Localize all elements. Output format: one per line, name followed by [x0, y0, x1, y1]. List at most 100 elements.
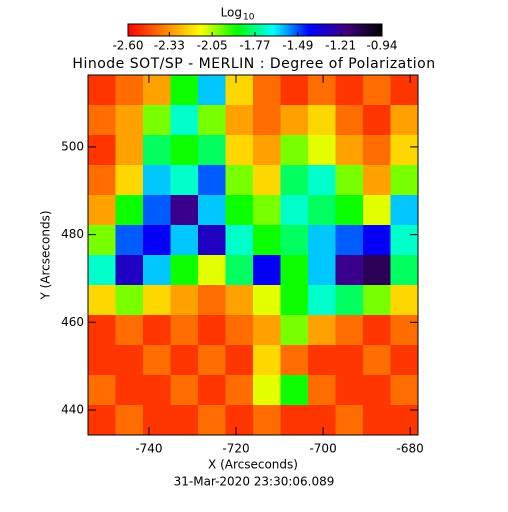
colorbar-segment — [196, 24, 199, 36]
colorbar-segment — [212, 24, 215, 36]
colorbar-segment — [336, 24, 339, 36]
heatmap-cell — [253, 135, 281, 166]
heatmap-cell — [115, 285, 144, 316]
colorbar-segment — [154, 24, 157, 36]
colorbar-segment — [268, 24, 271, 36]
heatmap-cell — [198, 225, 226, 256]
heatmap-cell — [390, 255, 419, 286]
x-tick-label: -740 — [135, 442, 162, 456]
colorbar-segment — [370, 24, 373, 36]
heatmap-cell — [335, 255, 364, 286]
heatmap-cell — [88, 345, 116, 376]
heatmap-cell — [390, 135, 419, 166]
heatmap-cell — [198, 195, 226, 226]
heatmap-cell — [115, 375, 144, 406]
colorbar-segment — [144, 24, 147, 36]
heatmap-cell — [170, 285, 199, 316]
colorbar-tick-label: -2.33 — [154, 39, 185, 53]
heatmap-cell — [225, 345, 254, 376]
colorbar-segment — [226, 24, 229, 36]
heatmap-cell — [170, 255, 199, 286]
heatmap-cell — [115, 165, 144, 196]
heatmap-cell — [170, 165, 199, 196]
heatmap-cell — [363, 315, 391, 346]
heatmap-cell — [280, 375, 309, 406]
y-axis-label: Y (Arcseconds) — [39, 210, 53, 300]
heatmap-cell — [253, 255, 281, 286]
colorbar-segment — [366, 24, 369, 36]
colorbar-title: Log — [221, 6, 242, 20]
heatmap-cell — [198, 315, 226, 346]
colorbar-segment — [378, 24, 381, 36]
heatmap-cell — [225, 75, 254, 106]
heatmap-cell — [115, 195, 144, 226]
colorbar-segment — [214, 24, 217, 36]
heatmap-cell — [280, 195, 309, 226]
colorbar-segment — [264, 24, 267, 36]
heatmap-cell — [170, 345, 199, 376]
heatmap-cell — [335, 75, 364, 106]
heatmap-cell — [390, 285, 419, 316]
heatmap-cell — [335, 165, 364, 196]
colorbar-segment — [346, 24, 349, 36]
colorbar-segment — [340, 24, 343, 36]
heatmap-cell — [363, 165, 391, 196]
heatmap-cell — [308, 375, 336, 406]
heatmap-cell — [335, 345, 364, 376]
colorbar-segment — [380, 24, 383, 36]
colorbar-segment — [332, 24, 335, 36]
heatmap-cell — [225, 225, 254, 256]
colorbar-tick-label: -2.60 — [112, 39, 143, 53]
heatmap-cell — [280, 255, 309, 286]
colorbar-segment — [356, 24, 359, 36]
colorbar-tick-label: -1.21 — [325, 39, 356, 53]
colorbar-segment — [316, 24, 319, 36]
heatmap-cell — [198, 285, 226, 316]
colorbar-segment — [208, 24, 211, 36]
colorbar-segment — [276, 24, 279, 36]
heatmap-cell — [88, 225, 116, 256]
colorbar-segment — [280, 24, 283, 36]
colorbar-segment — [174, 24, 177, 36]
colorbar-segment — [322, 24, 325, 36]
heatmap-cell — [280, 315, 309, 346]
y-tick-label: 480 — [61, 227, 84, 241]
colorbar-segment — [330, 24, 333, 36]
heatmap-cell — [335, 225, 364, 256]
x-tick-label: -700 — [309, 442, 336, 456]
colorbar-segment — [204, 24, 207, 36]
heatmap-cell — [308, 195, 336, 226]
heatmap-cell — [198, 375, 226, 406]
heatmap-cell — [308, 315, 336, 346]
heatmap-cell — [253, 225, 281, 256]
heatmap-cell — [115, 105, 144, 136]
colorbar-segment — [304, 24, 307, 36]
x-axis-label: X (Arcseconds) — [208, 458, 298, 472]
colorbar-segment — [142, 24, 145, 36]
heatmap-cell — [88, 75, 116, 106]
y-tick-label: 440 — [61, 403, 84, 417]
colorbar-segment — [246, 24, 249, 36]
heatmap-cell — [88, 285, 116, 316]
heatmap-cell — [143, 285, 171, 316]
colorbar-segment — [202, 24, 205, 36]
heatmap-cell — [88, 165, 116, 196]
heatmap-cell — [88, 105, 116, 136]
colorbar-segment — [368, 24, 371, 36]
colorbar-segment — [182, 24, 185, 36]
heatmap-cell — [170, 375, 199, 406]
heatmap-cell — [253, 285, 281, 316]
heatmap-cell — [225, 375, 254, 406]
heatmap-cell — [253, 195, 281, 226]
colorbar-segment — [216, 24, 219, 36]
colorbar-segment — [262, 24, 265, 36]
heatmap-cell — [88, 315, 116, 346]
heatmap-cell — [170, 405, 199, 436]
heatmap-cell — [225, 255, 254, 286]
colorbar-segment — [164, 24, 167, 36]
colorbar-segment — [354, 24, 357, 36]
colorbar-segment — [156, 24, 159, 36]
heatmap-cell — [198, 105, 226, 136]
colorbar-segment — [256, 24, 259, 36]
